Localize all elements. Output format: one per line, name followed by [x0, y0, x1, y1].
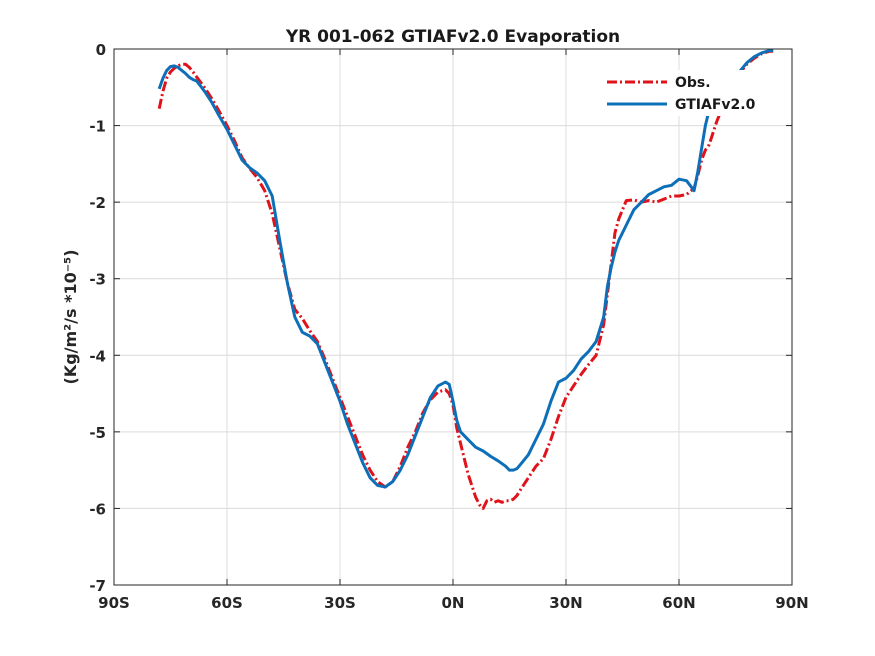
- y-tick-label: -6: [89, 500, 106, 518]
- series-line-obs: [157, 49, 774, 510]
- x-tick-label: 30N: [549, 594, 582, 612]
- y-tick-label: -4: [89, 347, 106, 365]
- y-tick-label: -3: [89, 271, 106, 289]
- x-tick-label: 60N: [662, 594, 695, 612]
- legend: Obs. GTIAFv2.0: [598, 70, 778, 116]
- x-tick-label: 90S: [98, 594, 130, 612]
- x-tick-label: 0N: [442, 594, 465, 612]
- y-tick-label: -2: [89, 194, 106, 212]
- y-axis-tick-labels: 0 -1 -2 -3 -4 -5 -6 -7: [89, 41, 106, 595]
- chart-title: YR 001-062 GTIAFv2.0 Evaporation: [285, 27, 620, 47]
- y-tick-label: 0: [96, 41, 106, 59]
- x-tick-label: 30S: [324, 594, 356, 612]
- x-tick-label: 60S: [211, 594, 243, 612]
- axis-ticks: [113, 48, 793, 586]
- legend-label: GTIAFv2.0: [675, 97, 756, 113]
- x-axis-tick-labels: 90S 60S 30S 0N 30N 60N 90N: [98, 594, 809, 612]
- x-tick-label: 90N: [775, 594, 808, 612]
- legend-label: Obs.: [675, 75, 711, 91]
- y-axis-label: (Kg/m²/s *10⁻⁵): [61, 249, 80, 384]
- series-line-gtiafv2-0: [157, 49, 774, 489]
- series-lines: [157, 49, 774, 510]
- legend-box: [598, 70, 778, 116]
- y-tick-label: -5: [89, 424, 106, 442]
- y-tick-label: -1: [89, 118, 106, 136]
- grid-lines: [114, 49, 792, 585]
- y-tick-label: -7: [89, 577, 106, 595]
